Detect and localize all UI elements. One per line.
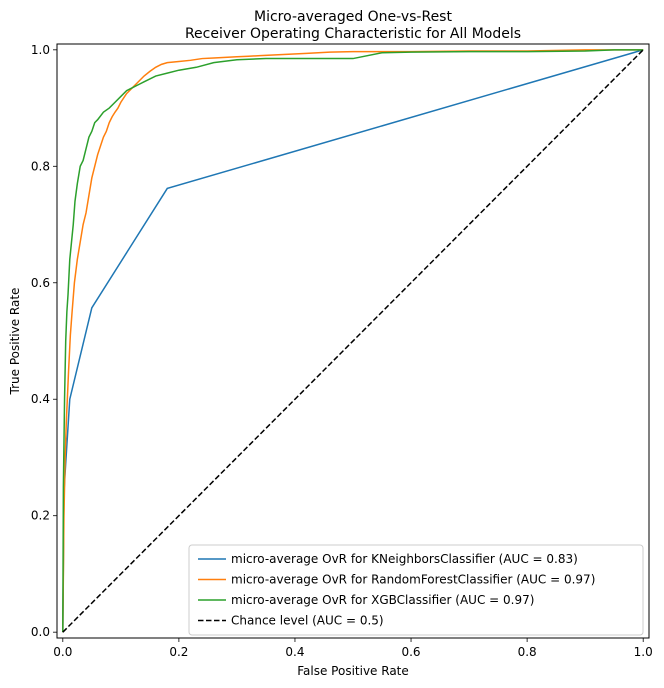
y-tick-label: 0.2 xyxy=(31,509,50,523)
y-axis-ticks: 0.0 0.2 0.4 0.6 0.8 1.0 xyxy=(31,43,57,639)
series-layer xyxy=(62,49,644,633)
x-tick-label: 0.4 xyxy=(285,645,304,659)
y-tick-label: 1.0 xyxy=(31,43,50,57)
series-line-chance-level-auc-0-5 xyxy=(62,49,644,633)
x-axis-label: False Positive Rate xyxy=(297,664,409,678)
legend: micro-average OvR for KNeighborsClassifi… xyxy=(188,544,644,636)
x-tick-label: 0.8 xyxy=(518,645,537,659)
legend-entry-label: micro-average OvR for XGBClassifier (AUC… xyxy=(231,593,534,607)
series-line-micro-average-ovr-for-xgbclassifier-auc-0-97 xyxy=(62,49,644,633)
x-tick-label: 0.0 xyxy=(53,645,72,659)
plot-area-frame xyxy=(56,43,650,639)
x-tick-label: 1.0 xyxy=(634,645,653,659)
legend-entry-label: micro-average OvR for RandomForestClassi… xyxy=(231,573,595,587)
legend-entry-label: micro-average OvR for KNeighborsClassifi… xyxy=(231,552,578,566)
legend-box xyxy=(188,544,644,636)
chart-title-line-2: Receiver Operating Characteristic for Al… xyxy=(185,26,521,42)
x-axis-ticks: 0.0 0.2 0.4 0.6 0.8 1.0 xyxy=(53,638,653,659)
chart-title-line-1: Micro-averaged One-vs-Rest xyxy=(254,9,452,25)
series-line-micro-average-ovr-for-randomforestclassifier-auc-0-97 xyxy=(62,49,644,633)
y-tick-label: 0.6 xyxy=(31,276,50,290)
legend-entry-label: Chance level (AUC = 0.5) xyxy=(231,614,384,628)
x-tick-label: 0.6 xyxy=(401,645,420,659)
y-tick-label: 0.0 xyxy=(31,625,50,639)
x-tick-label: 0.2 xyxy=(169,645,188,659)
y-axis-label: True Positive Rate xyxy=(8,288,22,396)
y-tick-label: 0.8 xyxy=(31,159,50,173)
y-tick-label: 0.4 xyxy=(31,392,50,406)
